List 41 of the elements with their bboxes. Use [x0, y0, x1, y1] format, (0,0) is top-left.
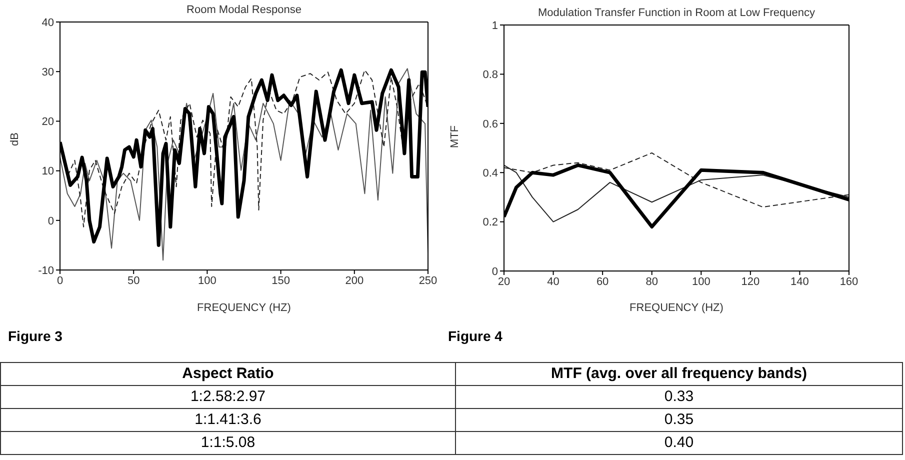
- y-tick-label: 0.6: [482, 118, 498, 130]
- x-tick-label: 50: [127, 274, 140, 287]
- chart-title: Room Modal Response: [186, 4, 302, 16]
- x-tick-label: 140: [790, 276, 809, 288]
- text: 1:1.41:3.6: [0, 408, 456, 432]
- text: MTF (avg. over all frequency bands): [456, 362, 902, 386]
- x-tick-label: 0: [56, 274, 64, 287]
- x-tick-label: 160: [840, 276, 858, 288]
- x-tick-label: 120: [741, 276, 760, 288]
- x-tick-label: 80: [646, 276, 658, 288]
- x-tick-label: 150: [272, 274, 290, 287]
- text: 0.35: [456, 408, 902, 432]
- y-tick-label: 0.4: [482, 168, 498, 180]
- y-tick-label: -10: [38, 264, 54, 277]
- y-axis-title: MTF: [448, 125, 461, 148]
- y-tick-label: 20: [42, 116, 54, 128]
- text: 0.33: [456, 386, 902, 408]
- y-tick-label: 0.2: [482, 216, 498, 229]
- y-tick-label: 1: [492, 20, 498, 32]
- y-axis-title: dB: [8, 132, 21, 146]
- y-tick-label: 0.8: [482, 69, 498, 82]
- chart-title: Modulation Transfer Function in Room at Low Frequency: [537, 7, 816, 19]
- y-tick-label: 0: [492, 266, 498, 278]
- text: 1:1:5.08: [0, 432, 456, 454]
- caption: Figure 4: [448, 328, 502, 344]
- x-tick-label: 40: [547, 276, 560, 288]
- y-tick-label: 30: [42, 66, 54, 79]
- x-tick-label: 200: [345, 274, 364, 287]
- x-tick-label: 100: [692, 276, 710, 288]
- x-tick-label: 250: [418, 274, 438, 287]
- y-tick-label: 0: [48, 215, 54, 228]
- y-tick-label: 40: [42, 16, 54, 29]
- text: 0.40: [456, 432, 902, 454]
- caption: Figure 3: [8, 328, 62, 344]
- text: 1:2.58:2.97: [0, 386, 456, 408]
- y-tick-label: 10: [42, 166, 54, 178]
- x-tick-label: 60: [596, 276, 609, 288]
- x-axis-title: FREQUENCY (HZ): [630, 302, 724, 314]
- x-tick-label: 100: [198, 274, 216, 287]
- x-axis-title: FREQUENCY (HZ): [197, 302, 291, 314]
- text: Aspect Ratio: [0, 362, 456, 386]
